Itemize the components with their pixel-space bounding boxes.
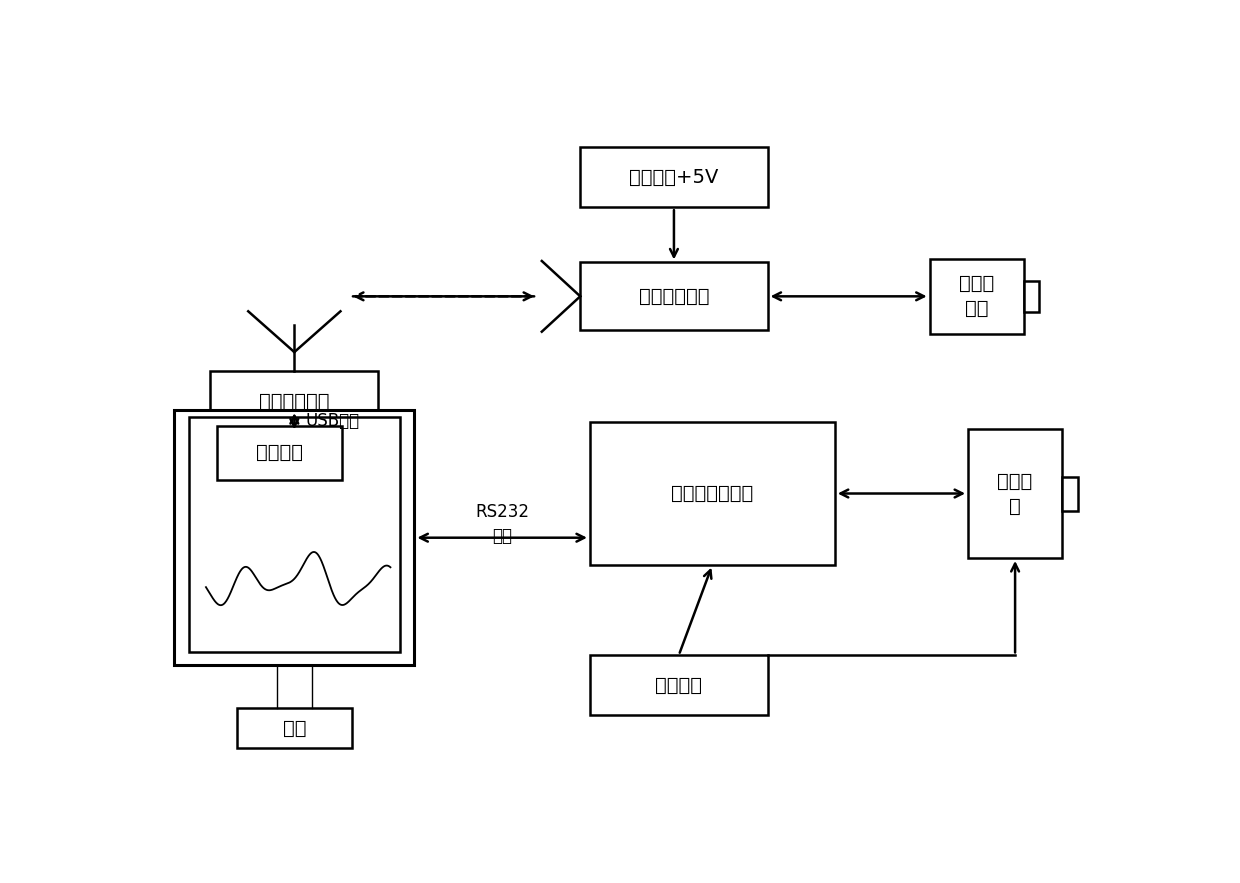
Bar (930, 259, 1024, 334)
Text: 无线通讯模块: 无线通讯模块 (259, 392, 330, 411)
Bar (1063, 477, 1078, 510)
Text: 步进电机控制器: 步进电机控制器 (671, 484, 754, 503)
Text: USB通讯: USB通讯 (306, 412, 360, 430)
Bar (968, 429, 1063, 558)
Bar (174, 411, 414, 665)
Bar (217, 426, 342, 480)
Text: 无线通讯模块: 无线通讯模块 (639, 287, 709, 306)
Text: 用户界面: 用户界面 (257, 443, 304, 462)
Text: 直流电源+5V: 直流电源+5V (629, 168, 719, 187)
Bar (237, 707, 352, 749)
Bar (580, 147, 768, 208)
Text: 通讯: 通讯 (492, 527, 512, 546)
Bar (211, 371, 378, 433)
Bar (590, 655, 768, 715)
Text: 电脑: 电脑 (283, 719, 306, 737)
Text: 步进电
机: 步进电 机 (997, 472, 1033, 516)
Text: 激光测
距仪: 激光测 距仪 (959, 275, 994, 319)
Text: RS232: RS232 (475, 502, 529, 521)
Bar (1024, 281, 1039, 312)
Text: 直流电源: 直流电源 (655, 675, 702, 695)
Bar (590, 422, 835, 565)
Bar (188, 417, 401, 652)
Bar (580, 262, 768, 330)
